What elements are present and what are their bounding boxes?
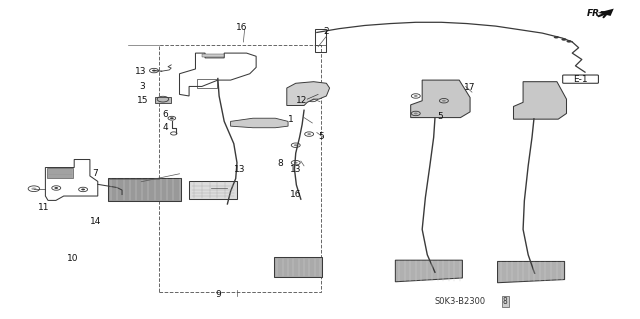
Circle shape [566, 40, 572, 43]
Circle shape [152, 70, 156, 71]
Text: 5: 5 [437, 112, 443, 121]
Text: 4: 4 [163, 122, 168, 132]
Bar [197, 78, 216, 88]
Text: 12: 12 [296, 96, 308, 105]
Text: 3: 3 [140, 82, 145, 91]
Text: 13: 13 [136, 67, 147, 76]
Text: FR.: FR. [587, 9, 604, 18]
Text: 5: 5 [319, 132, 324, 141]
Text: 16: 16 [290, 190, 301, 199]
Text: 16: 16 [236, 23, 248, 32]
Text: 17: 17 [465, 83, 476, 92]
Text: 8: 8 [278, 159, 284, 168]
Text: 13: 13 [234, 165, 246, 174]
Polygon shape [598, 9, 614, 16]
Circle shape [81, 189, 85, 190]
Text: 2: 2 [324, 27, 329, 36]
Polygon shape [287, 82, 330, 106]
Circle shape [294, 162, 298, 164]
Circle shape [414, 113, 418, 115]
Circle shape [294, 144, 298, 146]
Text: 1: 1 [289, 115, 294, 124]
Circle shape [442, 100, 446, 102]
Circle shape [307, 133, 311, 135]
Polygon shape [497, 262, 564, 283]
Text: E-1: E-1 [573, 75, 588, 84]
Text: 14: 14 [90, 217, 101, 226]
Circle shape [414, 95, 418, 97]
Bar [189, 181, 237, 199]
Polygon shape [513, 82, 566, 119]
Text: 13: 13 [290, 165, 301, 174]
Circle shape [31, 188, 36, 190]
Polygon shape [202, 54, 224, 57]
Polygon shape [396, 260, 463, 282]
Polygon shape [47, 168, 72, 178]
Polygon shape [411, 80, 470, 118]
Circle shape [170, 117, 173, 119]
Circle shape [54, 187, 58, 189]
Bar [274, 257, 322, 277]
Text: 6: 6 [163, 110, 168, 119]
Circle shape [310, 98, 315, 100]
Polygon shape [230, 118, 288, 128]
Text: 11: 11 [38, 203, 50, 212]
Circle shape [123, 193, 128, 196]
Bar [315, 29, 326, 52]
Text: S0K3-B2300: S0K3-B2300 [435, 297, 486, 306]
Bar [159, 45, 321, 292]
Text: 15: 15 [137, 96, 148, 105]
Text: 7: 7 [92, 169, 98, 178]
Text: 8: 8 [503, 297, 508, 306]
Circle shape [561, 38, 566, 41]
Circle shape [554, 36, 559, 39]
Bar [108, 178, 181, 201]
Bar [156, 97, 172, 103]
Text: 9: 9 [215, 290, 221, 299]
Text: 10: 10 [67, 254, 78, 263]
